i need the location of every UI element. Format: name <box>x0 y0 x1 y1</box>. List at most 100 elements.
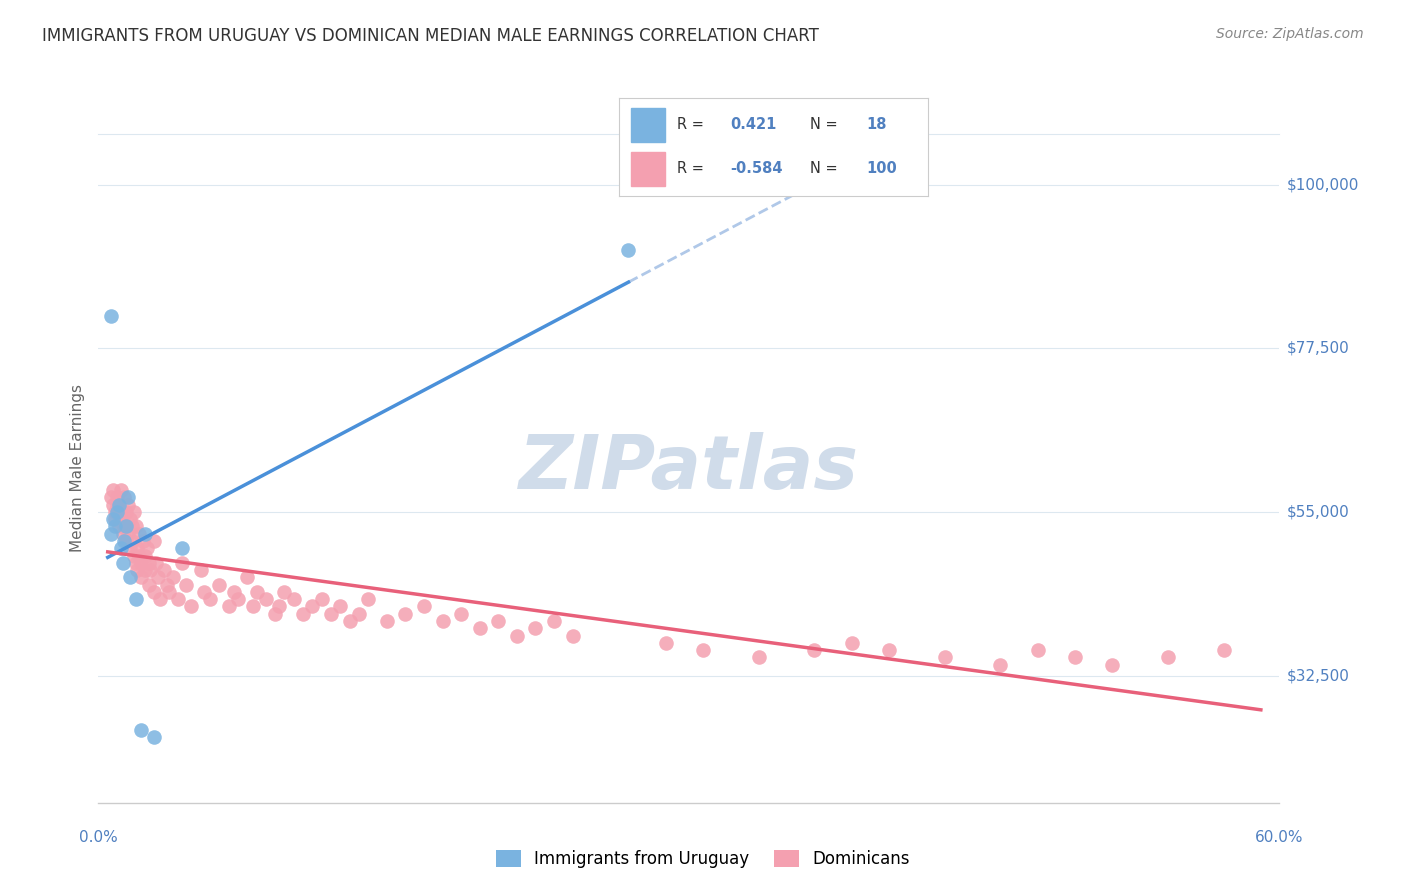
Point <box>124 592 146 607</box>
Point <box>506 628 529 642</box>
Point <box>110 483 132 497</box>
Point <box>156 577 179 591</box>
Point <box>1212 643 1234 657</box>
Point <box>134 549 156 563</box>
Point <box>319 607 342 621</box>
Text: -0.584: -0.584 <box>730 161 783 177</box>
Point <box>654 636 676 650</box>
Point <box>198 592 221 607</box>
Text: $77,500: $77,500 <box>1286 341 1350 356</box>
Point <box>432 614 454 628</box>
Text: 0.0%: 0.0% <box>79 830 118 845</box>
Point <box>105 505 128 519</box>
Point <box>115 534 138 549</box>
Point <box>110 541 132 556</box>
Bar <box>631 152 665 186</box>
Point <box>524 621 547 635</box>
Point <box>617 243 640 257</box>
Bar <box>631 108 665 142</box>
Point <box>208 577 231 591</box>
Point <box>311 592 333 607</box>
Point <box>134 563 156 577</box>
Point <box>468 621 491 635</box>
Text: 0.421: 0.421 <box>730 117 776 132</box>
Text: ZIPatlas: ZIPatlas <box>519 432 859 505</box>
Point <box>124 556 146 570</box>
Text: R =: R = <box>678 161 704 177</box>
Point <box>111 556 134 570</box>
Point <box>117 498 139 512</box>
Point <box>329 599 352 614</box>
Point <box>167 592 190 607</box>
Point <box>114 534 136 549</box>
Point <box>127 541 149 556</box>
Point <box>1026 643 1049 657</box>
Text: 60.0%: 60.0% <box>1256 830 1303 845</box>
Point <box>138 577 160 591</box>
Point <box>121 534 143 549</box>
Point <box>124 519 146 533</box>
Point <box>226 592 249 607</box>
Point <box>138 556 160 570</box>
Point <box>114 491 136 505</box>
Point <box>254 592 277 607</box>
Text: 100: 100 <box>866 161 897 177</box>
Text: 18: 18 <box>866 117 887 132</box>
Point <box>877 643 900 657</box>
Point <box>111 526 134 541</box>
Point <box>115 519 138 533</box>
Point <box>108 505 131 519</box>
Point <box>357 592 380 607</box>
Point <box>100 309 122 323</box>
Point <box>105 491 128 505</box>
Point <box>692 643 714 657</box>
Point <box>115 505 138 519</box>
Point <box>135 541 157 556</box>
Point <box>803 643 825 657</box>
Point <box>1101 657 1123 672</box>
Point <box>172 541 194 556</box>
Point <box>143 534 166 549</box>
Point <box>224 585 246 599</box>
Point <box>190 563 212 577</box>
Point <box>100 526 122 541</box>
Point <box>104 512 127 526</box>
Point <box>108 498 131 512</box>
Point <box>180 599 202 614</box>
Point <box>236 570 259 584</box>
Point <box>127 563 149 577</box>
Text: N =: N = <box>810 117 838 132</box>
Point <box>108 519 131 533</box>
Y-axis label: Median Male Earnings: Median Male Earnings <box>70 384 86 552</box>
Point <box>122 505 145 519</box>
Point <box>162 570 184 584</box>
Point <box>117 491 139 505</box>
Point <box>283 592 305 607</box>
Point <box>934 650 956 665</box>
Point <box>118 541 141 556</box>
Text: $55,000: $55,000 <box>1286 505 1350 519</box>
Point <box>1157 650 1180 665</box>
Point <box>129 556 152 570</box>
Point <box>339 614 361 628</box>
Text: R =: R = <box>678 117 704 132</box>
Point <box>132 534 155 549</box>
Point <box>111 512 134 526</box>
Point <box>301 599 323 614</box>
Point <box>486 614 509 628</box>
Point <box>100 491 122 505</box>
Point <box>117 526 139 541</box>
Point <box>394 607 416 621</box>
Point <box>143 585 166 599</box>
Point <box>146 570 169 584</box>
Point <box>134 526 156 541</box>
Point <box>114 519 136 533</box>
Point <box>1063 650 1085 665</box>
Point <box>990 657 1012 672</box>
Point <box>103 483 125 497</box>
Point <box>121 519 143 533</box>
Point <box>218 599 240 614</box>
Point <box>412 599 434 614</box>
Point <box>193 585 215 599</box>
Point <box>105 498 128 512</box>
